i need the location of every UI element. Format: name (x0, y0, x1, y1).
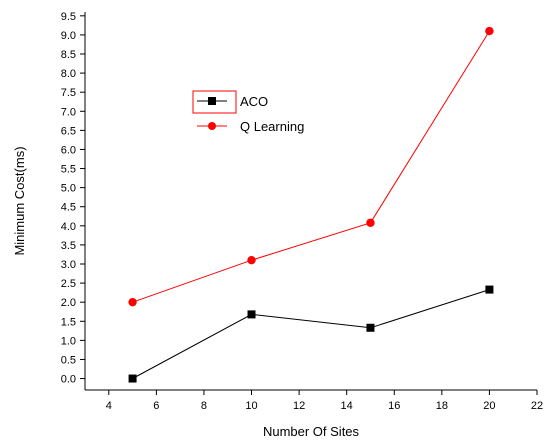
legend-aco-label: ACO (240, 94, 268, 109)
data-point-q-learning (366, 218, 375, 227)
legend-q-marker (208, 122, 216, 130)
y-tick-label: 6.0 (61, 144, 76, 156)
x-axis-title: Number Of Sites (263, 424, 360, 439)
series-line-aco (132, 289, 490, 379)
y-axis-title: Minimum Cost(ms) (12, 146, 27, 255)
y-tick-label: 7.5 (61, 87, 76, 99)
data-point-aco (485, 285, 494, 294)
data-point-aco (247, 310, 256, 319)
y-tick-label: 1.0 (61, 335, 76, 347)
x-tick-label: 8 (201, 400, 207, 412)
y-tick-label: 0.5 (61, 354, 76, 366)
y-tick-label: 8.5 (61, 49, 76, 61)
y-tick-label: 2.5 (61, 278, 76, 290)
y-tick-label: 8.0 (61, 68, 76, 80)
data-point-q-learning (247, 255, 256, 265)
x-tick-label: 16 (388, 400, 400, 412)
y-tick-label: 1.5 (61, 316, 76, 328)
x-tick-label: 4 (106, 400, 112, 412)
y-ticks: 0.0 0.5 1.0 1.5 2.0 2.5 3.0 3.5 4.0 4.5 5.0 5.5 6.0 6… (61, 11, 85, 386)
x-ticks: 4 6 8 10 12 14 16 18 20 22 (106, 390, 543, 412)
y-tick-label: 5.0 (61, 183, 76, 195)
x-tick-label: 14 (341, 400, 353, 412)
x-tick-label: 20 (483, 400, 495, 412)
x-tick-label: 22 (531, 400, 543, 412)
x-tick-label: 6 (153, 400, 159, 412)
x-tick-label: 10 (245, 400, 257, 412)
plot-area (84, 12, 537, 391)
data-point-q-learning (128, 297, 137, 307)
y-tick-label: 4.5 (61, 202, 76, 214)
y-tick-label: 6.5 (61, 125, 76, 137)
y-tick-label: 2.0 (61, 297, 76, 309)
legend: ACO Q Learning (192, 90, 304, 134)
series-line-q-learning (132, 30, 490, 303)
y-tick-label: 9.5 (61, 11, 76, 23)
legend-aco-marker (208, 97, 216, 105)
data-point-q-learning (485, 26, 494, 36)
data-point-aco (128, 374, 137, 383)
y-tick-label: 5.5 (61, 164, 76, 176)
y-tick-label: 4.0 (61, 221, 76, 233)
series-layer (128, 26, 494, 383)
y-tick-label: 3.5 (61, 240, 76, 252)
legend-q-label: Q Learning (240, 119, 304, 134)
y-tick-label: 0.0 (61, 374, 76, 386)
y-tick-label: 3.0 (61, 259, 76, 271)
x-tick-label: 12 (293, 400, 305, 412)
x-tick-label: 18 (436, 400, 448, 412)
legend-box (192, 90, 237, 114)
data-point-aco (366, 323, 375, 332)
y-tick-label: 9.0 (61, 30, 76, 42)
y-tick-label: 7.0 (61, 106, 76, 118)
